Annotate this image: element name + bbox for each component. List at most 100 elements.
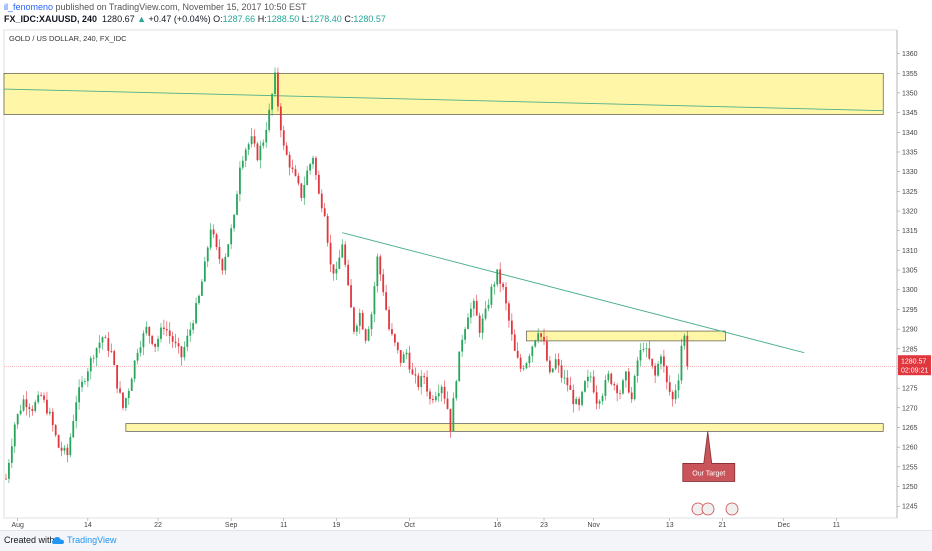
candle[interactable] — [221, 259, 224, 271]
candle[interactable] — [174, 341, 177, 344]
candle[interactable] — [686, 335, 689, 367]
candle[interactable] — [209, 229, 212, 248]
candle[interactable] — [69, 437, 72, 456]
candle[interactable] — [259, 145, 262, 161]
candle[interactable] — [13, 424, 16, 447]
candle[interactable] — [162, 327, 165, 330]
candle[interactable] — [607, 373, 610, 381]
candle[interactable] — [124, 398, 127, 408]
candle[interactable] — [347, 264, 350, 286]
candle[interactable] — [385, 292, 388, 310]
candle[interactable] — [484, 308, 487, 319]
candle[interactable] — [277, 72, 279, 107]
candle[interactable] — [244, 149, 247, 161]
candle[interactable] — [423, 376, 426, 378]
candle[interactable] — [116, 365, 119, 389]
candle[interactable] — [543, 336, 545, 342]
candle[interactable] — [177, 343, 180, 347]
candle[interactable] — [98, 342, 101, 349]
candle[interactable] — [660, 356, 662, 364]
candle[interactable] — [651, 358, 654, 366]
candle[interactable] — [192, 323, 195, 330]
candle[interactable] — [627, 371, 630, 393]
candle[interactable] — [10, 446, 13, 463]
candle[interactable] — [206, 247, 209, 262]
candle[interactable] — [470, 308, 472, 318]
candle[interactable] — [443, 386, 446, 399]
candle[interactable] — [540, 333, 542, 337]
candle[interactable] — [624, 371, 627, 381]
candle[interactable] — [633, 375, 636, 400]
candle[interactable] — [5, 478, 7, 480]
candle[interactable] — [203, 261, 206, 282]
candle[interactable] — [78, 387, 80, 403]
candle[interactable] — [306, 170, 309, 186]
candle[interactable] — [294, 169, 297, 176]
candle[interactable] — [122, 392, 124, 408]
candle[interactable] — [496, 269, 499, 285]
candle[interactable] — [399, 350, 402, 363]
candle[interactable] — [329, 242, 332, 265]
candle[interactable] — [271, 94, 273, 110]
tradingview-brand-link[interactable]: TradingView — [67, 535, 117, 545]
candle[interactable] — [133, 360, 136, 379]
candle[interactable] — [616, 385, 619, 394]
candle[interactable] — [613, 384, 616, 386]
candle[interactable] — [461, 339, 464, 352]
candle[interactable] — [525, 363, 528, 369]
candle[interactable] — [198, 295, 200, 304]
candle[interactable] — [139, 347, 142, 353]
candle[interactable] — [472, 300, 475, 309]
candle[interactable] — [680, 345, 683, 381]
candle[interactable] — [636, 360, 639, 376]
candle[interactable] — [622, 380, 624, 394]
candle[interactable] — [510, 320, 513, 335]
candle[interactable] — [104, 337, 107, 339]
candle[interactable] — [373, 286, 376, 315]
candle[interactable] — [227, 244, 230, 257]
candle[interactable] — [534, 340, 537, 347]
candle[interactable] — [19, 410, 22, 415]
candle[interactable] — [157, 338, 159, 347]
candle[interactable] — [285, 145, 288, 155]
candle[interactable] — [683, 335, 686, 346]
candle[interactable] — [218, 247, 221, 260]
candle[interactable] — [335, 268, 338, 274]
candle[interactable] — [502, 283, 504, 288]
candle[interactable] — [639, 350, 642, 361]
candle[interactable] — [455, 381, 458, 399]
candle[interactable] — [391, 329, 393, 335]
candle[interactable] — [393, 334, 396, 343]
us-flag-icon[interactable] — [701, 502, 715, 516]
candle[interactable] — [119, 388, 121, 393]
candle[interactable] — [288, 154, 291, 168]
candle[interactable] — [54, 425, 57, 436]
candle[interactable] — [551, 368, 554, 373]
candle[interactable] — [101, 337, 104, 343]
candle[interactable] — [584, 381, 586, 392]
candle[interactable] — [241, 160, 244, 168]
candle[interactable] — [361, 313, 364, 330]
author-link[interactable]: il_fenomeno — [4, 2, 54, 12]
candle[interactable] — [355, 325, 358, 332]
candle[interactable] — [478, 315, 481, 333]
candle[interactable] — [40, 394, 42, 396]
candle[interactable] — [253, 136, 256, 144]
candle[interactable] — [648, 348, 651, 359]
candle[interactable] — [411, 369, 414, 375]
candle[interactable] — [84, 381, 86, 382]
candle[interactable] — [28, 407, 31, 410]
candle[interactable] — [464, 329, 466, 340]
candle[interactable] — [136, 352, 139, 361]
candle[interactable] — [233, 214, 235, 229]
candle[interactable] — [569, 385, 572, 390]
candle[interactable] — [654, 365, 657, 376]
candle[interactable] — [645, 348, 648, 350]
candle[interactable] — [586, 376, 589, 382]
candle[interactable] — [186, 335, 189, 347]
candle[interactable] — [382, 274, 385, 293]
candle[interactable] — [320, 193, 323, 209]
candle[interactable] — [557, 359, 560, 366]
candle[interactable] — [189, 329, 192, 336]
candle[interactable] — [537, 333, 540, 341]
